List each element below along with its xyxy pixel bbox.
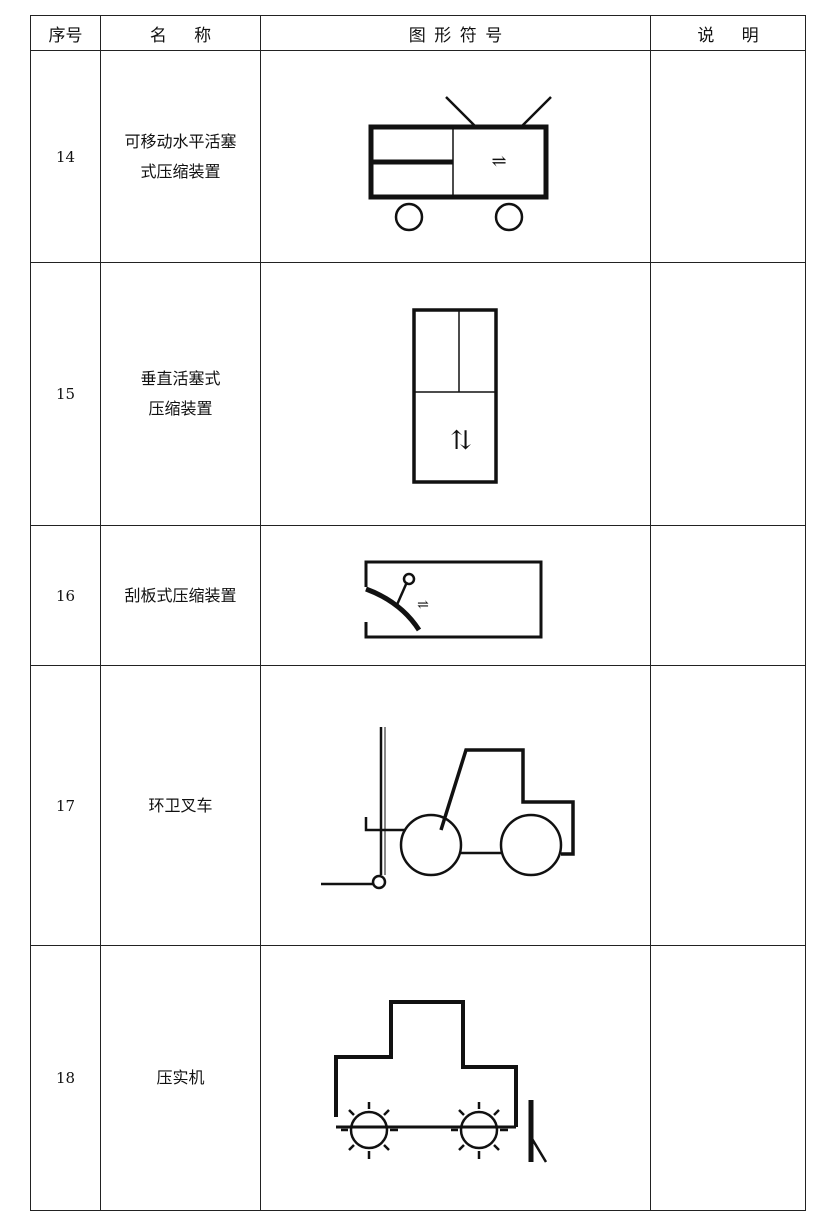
- row-name: 环卫叉车: [100, 665, 261, 946]
- description-cell: [650, 50, 806, 263]
- header-row: 序号 名称 图形符号 说明: [30, 15, 806, 51]
- symbol-cell: ⇅: [260, 262, 651, 526]
- name-line: 垂直活塞式: [140, 369, 221, 388]
- symbol-cell: ⇌: [260, 50, 651, 263]
- name-line: 压实机: [156, 1068, 205, 1087]
- header-cell: 说明: [650, 15, 806, 51]
- description-cell: [650, 525, 806, 666]
- description-cell: [650, 262, 806, 526]
- symbol-cell: [260, 945, 651, 1211]
- row-number: 18: [30, 945, 101, 1211]
- row-name: 压实机: [100, 945, 261, 1211]
- description-cell: [650, 665, 806, 946]
- row: 16 刮板式压缩装置 ⇌: [30, 525, 806, 666]
- row: 14 可移动水平活塞 式压缩装置 ⇌: [30, 50, 806, 263]
- symbol-cell: ⇌: [260, 525, 651, 666]
- row-number: 14: [30, 50, 101, 263]
- row-number: 15: [30, 262, 101, 526]
- symbol-cell: [260, 665, 651, 946]
- row-name: 垂直活塞式 压缩装置: [100, 262, 261, 526]
- symbol-table: 序号 名称 图形符号 说明 14 可移动水平活塞 式压缩装置 ⇌ 15 垂直活塞式…: [30, 15, 806, 1211]
- row: 15 垂直活塞式压缩装置 ⇅: [30, 262, 806, 526]
- name-line: 压缩装置: [148, 399, 213, 418]
- row-number: 16: [30, 525, 101, 666]
- header-cell: 名称: [100, 15, 261, 51]
- symbol: [321, 726, 575, 889]
- symbol: ⇌: [364, 560, 543, 638]
- header-cell: 图形符号: [260, 15, 651, 51]
- svg-text:⇅: ⇅: [450, 426, 472, 456]
- row-name: 可移动水平活塞 式压缩装置: [100, 50, 261, 263]
- symbol: [334, 999, 548, 1163]
- row-number: 17: [30, 665, 101, 946]
- row-name: 刮板式压缩装置: [100, 525, 261, 666]
- description-cell: [650, 945, 806, 1211]
- name-line: 式压缩装置: [140, 161, 221, 181]
- name-line: 可移动水平活塞: [124, 131, 237, 151]
- symbol: ⇌: [368, 95, 552, 231]
- row: 17 环卫叉车: [30, 665, 806, 946]
- row: 18 压实机: [30, 945, 806, 1211]
- name-line: 刮板式压缩装置: [124, 585, 237, 605]
- svg-text:⇌: ⇌: [417, 597, 429, 613]
- svg-text:⇌: ⇌: [491, 151, 506, 172]
- name-line: 环卫叉车: [148, 795, 213, 815]
- header-cell: 序号: [30, 15, 101, 51]
- symbol: ⇅: [412, 307, 498, 484]
